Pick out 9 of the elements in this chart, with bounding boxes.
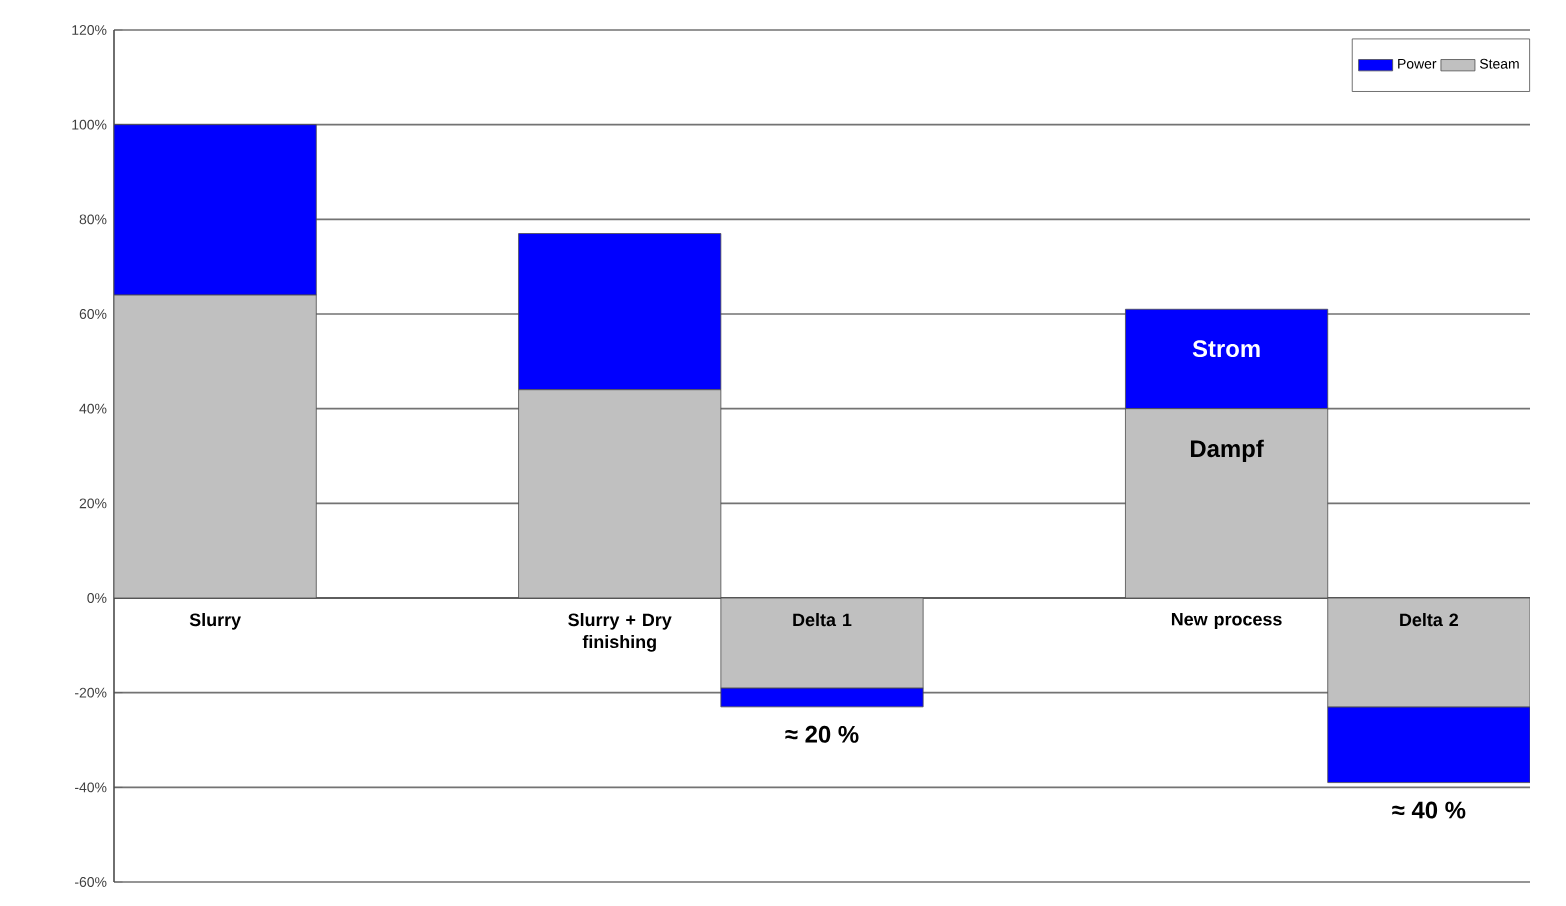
annotation: ≈ 40 % <box>1392 801 1466 819</box>
x-tick-label: Delta 2 <box>1400 613 1459 627</box>
x-tick-label: Slurry <box>189 613 241 630</box>
annotation: ≈ 20 % <box>785 725 859 743</box>
annotation: Dampf <box>1190 439 1264 462</box>
x-tick-label: New process <box>1171 613 1282 630</box>
x-tick-label: Slurry + Dry finishing <box>568 613 672 652</box>
annotation: Strom <box>1192 340 1260 358</box>
x-tick-label: Delta 1 <box>793 613 852 627</box>
